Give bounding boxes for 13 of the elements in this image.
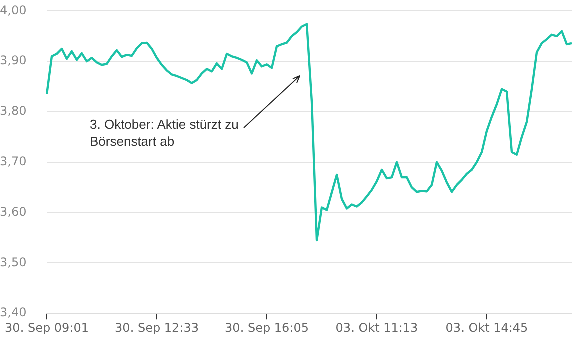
x-tick-label: 30. Sep 09:01 bbox=[5, 320, 89, 335]
x-tick-label: 30. Sep 12:33 bbox=[115, 320, 199, 335]
y-tick-label: 4,00 bbox=[0, 3, 27, 18]
annotation: 3. Oktober: Aktie stürzt zu Börsenstart ab bbox=[90, 116, 240, 150]
y-tick-label: 3,50 bbox=[0, 255, 27, 270]
y-tick-label: 3,40 bbox=[0, 306, 27, 320]
x-tick-label: 03. Okt 11:13 bbox=[336, 320, 418, 335]
y-tick-label: 3,70 bbox=[0, 154, 27, 169]
x-tick-label: 03. Okt 14:45 bbox=[446, 320, 528, 335]
y-tick-label: 3,80 bbox=[0, 104, 27, 118]
y-tick-label: 3,90 bbox=[0, 54, 27, 68]
y-tick-label: 3,60 bbox=[0, 204, 27, 219]
x-tick-label: 30. Sep 16:05 bbox=[225, 320, 309, 335]
